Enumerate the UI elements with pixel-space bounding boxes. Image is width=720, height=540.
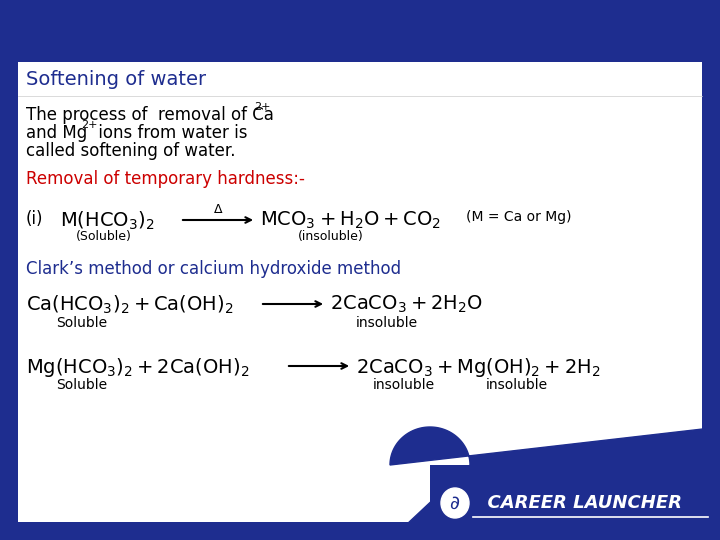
Text: (insoluble): (insoluble): [298, 230, 364, 243]
Text: $\mathregular{2CaCO_3 + Mg(OH)_2 + 2H_2}$: $\mathregular{2CaCO_3 + Mg(OH)_2 + 2H_2}…: [356, 356, 600, 379]
Text: insoluble: insoluble: [373, 378, 435, 392]
Text: (i): (i): [26, 210, 43, 228]
Text: $\partial$: $\partial$: [449, 494, 461, 512]
Text: and Mg: and Mg: [26, 124, 87, 142]
Text: $\mathregular{2CaCO_3 + 2H_2O}$: $\mathregular{2CaCO_3 + 2H_2O}$: [330, 294, 483, 315]
Bar: [430, 465, 720, 540]
Text: The process of  removal of Ca: The process of removal of Ca: [26, 106, 274, 124]
Text: (M = Ca or Mg): (M = Ca or Mg): [466, 210, 572, 224]
Polygon shape: [390, 427, 720, 540]
Text: $\Delta$: $\Delta$: [213, 203, 223, 216]
Bar: [18, 62, 702, 522]
Text: CAREER LAUNCHER: CAREER LAUNCHER: [475, 494, 682, 512]
Text: Softening of water: Softening of water: [26, 70, 206, 89]
Text: $\mathregular{Ca(HCO_3)_2 + Ca(OH)_2}$: $\mathregular{Ca(HCO_3)_2 + Ca(OH)_2}$: [26, 294, 233, 316]
Text: $\mathregular{MCO_3 + H_2O + CO_2}$: $\mathregular{MCO_3 + H_2O + CO_2}$: [260, 210, 441, 231]
Text: ions from water is: ions from water is: [93, 124, 248, 142]
Text: $\mathregular{Mg(HCO_3)_2 + 2Ca(OH)_2}$: $\mathregular{Mg(HCO_3)_2 + 2Ca(OH)_2}$: [26, 356, 249, 379]
Text: insoluble: insoluble: [486, 378, 548, 392]
Text: 2+: 2+: [254, 102, 271, 112]
Text: Clark’s method or calcium hydroxide method: Clark’s method or calcium hydroxide meth…: [26, 260, 401, 278]
Bar: [0, 522, 720, 540]
Text: called softening of water.: called softening of water.: [26, 142, 235, 160]
Ellipse shape: [441, 488, 469, 518]
Text: Soluble: Soluble: [56, 378, 107, 392]
Text: 2+: 2+: [81, 120, 97, 130]
Text: $\mathregular{M(HCO_3)_2}$: $\mathregular{M(HCO_3)_2}$: [60, 210, 155, 232]
Text: insoluble: insoluble: [356, 316, 418, 330]
Text: Removal of temporary hardness:-: Removal of temporary hardness:-: [26, 170, 305, 188]
Text: (Soluble): (Soluble): [76, 230, 132, 243]
Text: Soluble: Soluble: [56, 316, 107, 330]
